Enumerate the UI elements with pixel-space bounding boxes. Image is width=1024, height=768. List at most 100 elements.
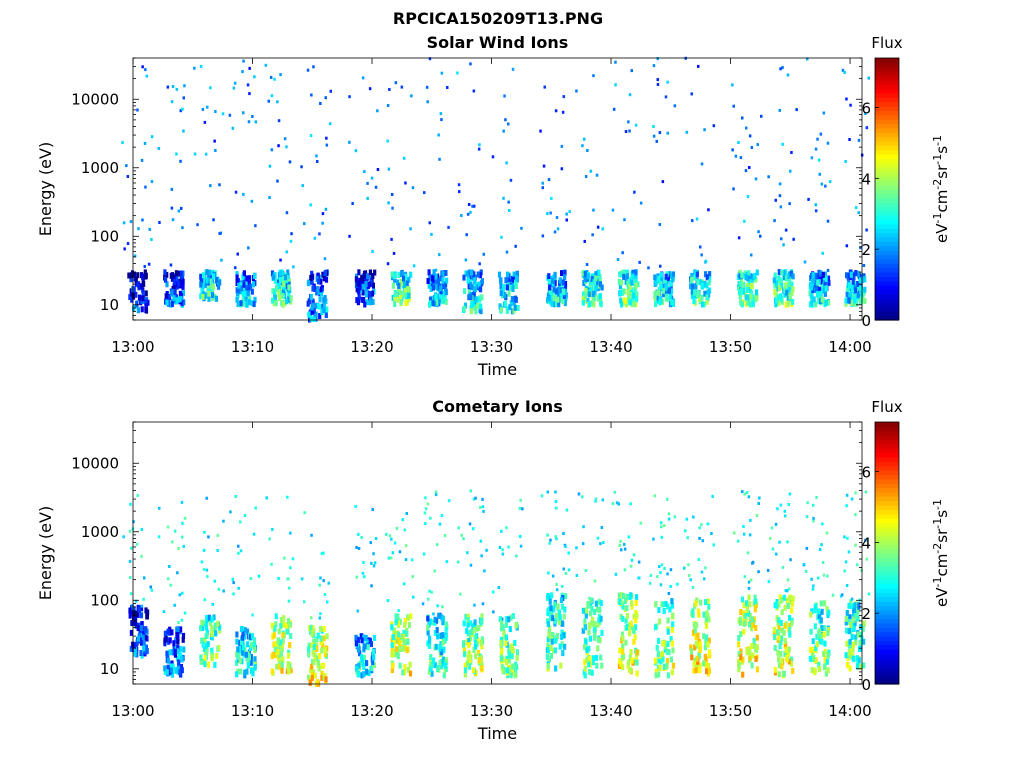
flux-cell <box>200 619 204 626</box>
flux-cell <box>550 196 553 200</box>
colorbar-swatch <box>875 245 899 251</box>
flux-cell <box>851 625 855 632</box>
colorbar-swatch <box>875 496 899 502</box>
flux-cell <box>541 181 544 185</box>
flux-cell <box>268 196 271 199</box>
flux-cell <box>472 291 476 298</box>
flux-cell <box>666 131 669 135</box>
flux-cell <box>707 637 711 644</box>
flux-cell <box>370 584 373 588</box>
flux-cell <box>558 277 562 284</box>
flux-cell <box>362 634 366 641</box>
flux-cell <box>372 634 377 641</box>
flux-cell <box>254 224 257 228</box>
flux-cell <box>667 591 671 595</box>
flux-cell <box>783 509 787 513</box>
flux-cell <box>701 539 704 543</box>
flux-cell <box>597 617 601 624</box>
flux-cell <box>467 289 472 296</box>
flux-cell <box>780 296 784 303</box>
flux-cell <box>773 219 776 223</box>
flux-cell <box>426 624 430 631</box>
flux-cell <box>273 288 277 295</box>
flux-cell <box>365 660 369 667</box>
flux-cell <box>698 526 701 530</box>
flux-cell <box>549 644 553 651</box>
x-tick-label: 13:10 <box>231 338 274 356</box>
flux-cell <box>166 85 170 89</box>
flux-cell <box>239 282 243 289</box>
flux-cell <box>438 522 442 526</box>
flux-cell <box>178 296 182 303</box>
flux-cell <box>621 664 625 671</box>
flux-cell <box>361 76 365 80</box>
flux-cell <box>513 672 517 679</box>
flux-cell <box>661 180 665 184</box>
flux-cell <box>857 138 861 142</box>
flux-cell <box>361 289 365 296</box>
flux-cell <box>817 661 821 668</box>
flux-cell <box>289 239 293 243</box>
flux-cell <box>480 278 484 285</box>
flux-cell <box>158 506 161 510</box>
flux-cell <box>281 632 285 639</box>
flux-cell <box>318 232 321 236</box>
flux-cell <box>783 287 787 294</box>
flux-cell <box>752 616 757 623</box>
flux-cell <box>363 170 366 174</box>
flux-cell <box>464 258 468 262</box>
flux-cell <box>659 264 662 268</box>
flux-cell <box>361 571 365 575</box>
flux-cell <box>791 273 795 280</box>
flux-cell <box>314 315 318 322</box>
flux-cell <box>444 298 448 305</box>
flux-cell <box>479 286 483 293</box>
flux-cell <box>129 629 133 636</box>
flux-cell <box>784 642 788 649</box>
flux-cell <box>693 627 697 634</box>
flux-cell <box>549 296 554 303</box>
flux-cell <box>505 616 509 623</box>
flux-cell <box>285 145 288 149</box>
flux-cell <box>398 662 402 669</box>
flux-cell <box>847 602 851 609</box>
flux-cell <box>193 66 196 70</box>
flux-cell <box>407 292 411 299</box>
flux-cell <box>647 266 650 270</box>
flux-cell <box>827 299 831 306</box>
colorbar-swatch <box>875 232 899 238</box>
flux-cell <box>547 178 551 181</box>
flux-cell <box>663 663 667 670</box>
flux-cell <box>862 620 866 627</box>
flux-cell <box>289 531 292 535</box>
flux-cell <box>217 587 221 591</box>
flux-cell <box>749 283 753 290</box>
flux-cell <box>510 663 514 670</box>
flux-cell <box>397 272 401 278</box>
flux-cell <box>472 497 476 501</box>
flux-cell <box>738 281 742 288</box>
colorbar-swatch <box>875 666 899 672</box>
flux-cell <box>316 632 320 639</box>
flux-cell <box>369 541 372 545</box>
flux-cell <box>750 146 754 149</box>
flux-cell <box>325 306 329 313</box>
flux-cell <box>264 63 268 67</box>
flux-cell <box>742 620 747 627</box>
flux-cell <box>142 645 146 652</box>
flux-cell <box>324 276 329 283</box>
flux-cell <box>601 227 604 231</box>
flux-cell <box>819 270 823 277</box>
flux-cell <box>178 290 182 297</box>
x-tick-label: 14:00 <box>828 338 871 356</box>
flux-cell <box>612 107 616 111</box>
flux-cell <box>126 242 130 245</box>
flux-cell <box>707 662 711 669</box>
flux-cell <box>819 617 823 624</box>
flux-cell <box>367 670 371 677</box>
flux-cell <box>399 278 403 285</box>
x-tick-label: 13:20 <box>350 338 393 356</box>
flux-cell <box>140 306 144 313</box>
